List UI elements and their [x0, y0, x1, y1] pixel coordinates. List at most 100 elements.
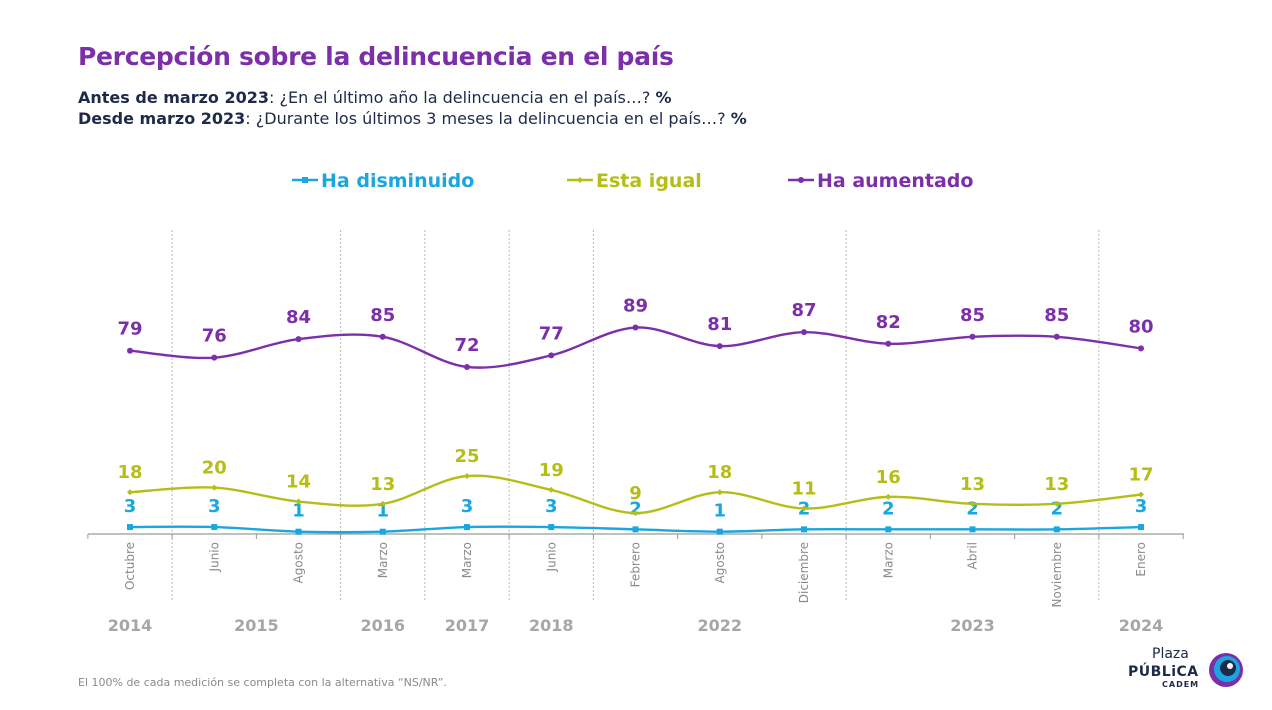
- legend-marker-ha-disminuido: [302, 177, 308, 183]
- data-label-ha-aumentado: 76: [202, 326, 227, 347]
- data-label-ha-disminuido: 2: [882, 498, 895, 519]
- question-before-text: : ¿En el último año la delincuencia en e…: [269, 88, 656, 107]
- question-since-unit: %: [730, 109, 747, 128]
- data-point-esta-igual: [295, 498, 302, 505]
- data-point-esta-igual: [548, 486, 555, 493]
- data-point-ha-disminuido: [211, 524, 218, 531]
- category-label: Enero: [1134, 542, 1148, 577]
- question-since-label: Desde marzo 2023: [78, 109, 246, 128]
- data-label-ha-disminuido: 1: [713, 501, 726, 522]
- data-label-esta-igual: 18: [707, 462, 732, 483]
- data-point-esta-igual: [632, 510, 639, 517]
- logo-line1: Plaza: [1152, 646, 1189, 662]
- year-label: 2024: [1119, 616, 1164, 635]
- data-point-ha-aumentado: [464, 363, 470, 370]
- data-point-ha-disminuido: [801, 526, 807, 533]
- data-label-ha-disminuido: 1: [292, 501, 305, 522]
- data-label-esta-igual: 18: [117, 462, 142, 483]
- data-label-ha-aumentado: 87: [791, 300, 816, 321]
- data-label-ha-aumentado: 84: [286, 307, 311, 328]
- data-label-esta-igual: 13: [960, 474, 985, 495]
- data-point-ha-aumentado: [1053, 333, 1060, 340]
- data-point-ha-disminuido: [295, 528, 302, 535]
- data-label-ha-aumentado: 85: [370, 305, 395, 326]
- category-label: Junio: [207, 542, 221, 572]
- year-label: 2022: [697, 616, 742, 635]
- category-label: Marzo: [376, 542, 390, 578]
- data-point-esta-igual: [127, 489, 133, 496]
- data-point-ha-disminuido: [885, 526, 892, 533]
- data-label-ha-aumentado: 80: [1128, 316, 1153, 337]
- data-label-ha-aumentado: 89: [623, 296, 648, 317]
- data-point-ha-aumentado: [716, 343, 723, 350]
- year-label: 2018: [529, 616, 574, 635]
- year-label: 2017: [445, 616, 490, 635]
- legend-label-ha-disminuido: Ha disminuido: [321, 170, 474, 192]
- legend-label-esta-igual: Esta igual: [596, 170, 702, 192]
- logo-line2: PÚBLiCA: [1128, 664, 1199, 680]
- data-label-esta-igual: 16: [876, 467, 901, 488]
- data-label-ha-aumentado: 81: [707, 314, 732, 335]
- data-label-ha-disminuido: 3: [124, 496, 137, 517]
- data-point-ha-aumentado: [211, 354, 218, 361]
- data-point-ha-disminuido: [716, 528, 723, 535]
- data-point-ha-aumentado: [127, 347, 133, 354]
- legend-marker-esta-igual: [577, 177, 583, 183]
- data-point-esta-igual: [885, 493, 892, 500]
- data-label-ha-disminuido: 3: [545, 496, 558, 517]
- question-since-2023: Desde marzo 2023: ¿Durante los últimos 3…: [78, 109, 747, 128]
- data-point-esta-igual: [801, 505, 807, 512]
- series-line-ha-aumentado: [129, 326, 1142, 369]
- data-point-esta-igual: [1138, 491, 1144, 498]
- chart-title: Percepción sobre la delincuencia en el p…: [78, 42, 674, 71]
- question-since-text: : ¿Durante los últimos 3 meses la delinc…: [245, 109, 731, 128]
- year-label: 2015: [234, 616, 279, 635]
- data-point-ha-disminuido: [1138, 524, 1144, 531]
- category-label: Octubre: [123, 542, 137, 590]
- data-point-ha-aumentado: [548, 352, 555, 359]
- legend-label-ha-aumentado: Ha aumentado: [817, 170, 973, 192]
- data-label-ha-disminuido: 1: [376, 501, 389, 522]
- data-label-esta-igual: 14: [286, 472, 311, 493]
- data-point-ha-disminuido: [632, 526, 639, 533]
- data-point-ha-aumentado: [295, 336, 302, 343]
- data-point-esta-igual: [716, 489, 723, 496]
- category-label: Marzo: [881, 542, 895, 578]
- data-point-esta-igual: [969, 500, 976, 507]
- question-before-2023: Antes de marzo 2023: ¿En el último año l…: [78, 88, 672, 107]
- data-point-ha-disminuido: [969, 526, 976, 533]
- data-point-ha-aumentado: [885, 340, 892, 347]
- data-label-ha-disminuido: 3: [461, 496, 474, 517]
- logo-line3: CADEM: [1162, 680, 1200, 689]
- data-label-esta-igual: 9: [629, 483, 642, 504]
- data-point-ha-disminuido: [127, 524, 133, 531]
- year-label: 2023: [950, 616, 995, 635]
- data-point-ha-disminuido: [1053, 526, 1060, 533]
- data-label-esta-igual: 13: [1044, 474, 1069, 495]
- line-chart: Octubre Junio Agosto Marzo Marzo Junio Febrero…: [87, 170, 1184, 635]
- data-point-ha-aumentado: [969, 333, 976, 340]
- data-point-ha-disminuido: [379, 528, 386, 535]
- data-point-ha-aumentado: [379, 333, 386, 340]
- data-label-ha-aumentado: 79: [117, 319, 142, 340]
- data-label-esta-igual: 13: [370, 474, 395, 495]
- data-point-ha-disminuido: [548, 524, 555, 531]
- data-point-ha-aumentado: [632, 324, 639, 331]
- data-label-ha-aumentado: 85: [1044, 305, 1069, 326]
- category-label: Agosto: [292, 542, 306, 583]
- data-label-ha-aumentado: 82: [876, 312, 901, 333]
- data-point-esta-igual: [464, 473, 470, 479]
- logo-swirl-icon: [1209, 653, 1243, 687]
- question-before-unit: %: [655, 88, 672, 107]
- category-label: Febrero: [629, 542, 643, 587]
- footnote: El 100% de cada medición se completa con…: [78, 676, 447, 689]
- plaza-publica-cadem-logo: Plaza PÚBLiCA CADEM: [1122, 646, 1252, 692]
- data-label-ha-aumentado: 72: [454, 335, 479, 356]
- year-label: 2014: [108, 616, 153, 635]
- category-label: Junio: [544, 542, 558, 572]
- data-label-esta-igual: 19: [539, 460, 564, 481]
- data-label-esta-igual: 25: [454, 446, 479, 467]
- data-point-ha-aumentado: [801, 329, 807, 336]
- data-point-esta-igual: [1053, 500, 1060, 507]
- data-label-ha-aumentado: 77: [539, 323, 564, 344]
